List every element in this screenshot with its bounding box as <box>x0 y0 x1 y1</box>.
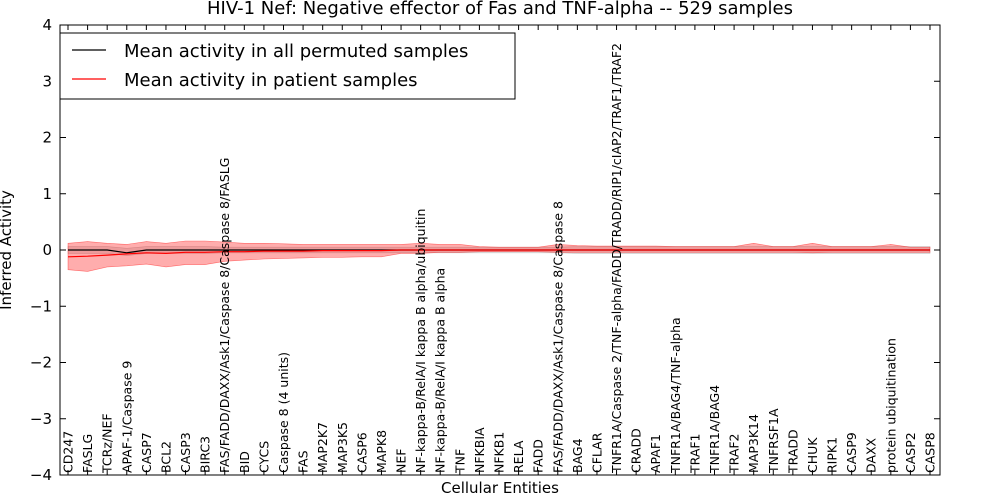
x-category-label: CASP3 <box>178 432 193 473</box>
x-axis-label: Cellular Entities <box>441 479 559 497</box>
x-category-label: TCRz/NEF <box>100 413 115 474</box>
x-category-label: CYCS <box>256 441 271 473</box>
x-category-label: NFKBIA <box>472 427 487 473</box>
x-category-label: CASP9 <box>844 432 859 473</box>
confidence-bands <box>67 240 931 272</box>
x-category-label: MAP2K7 <box>315 422 330 473</box>
series-lines <box>67 249 930 258</box>
x-category-label: FADD <box>531 439 546 473</box>
x-category-label: NFKB1 <box>492 432 507 473</box>
x-category-label: FAS <box>296 450 311 473</box>
x-category-label: CFLAR <box>590 432 605 473</box>
y-tick-label: −1 <box>30 297 52 315</box>
legend: Mean activity in all permuted samples Me… <box>59 32 516 100</box>
x-category-label: NF-kappa-B/RelA/I kappa B alpha <box>433 268 448 473</box>
x-category-label: TNF <box>452 449 467 474</box>
x-category-label: FAS/FADD/DAXX/Ask1/Caspase 8/Caspase 8 <box>550 201 565 473</box>
y-axis: −4 −3 −2 −1 0 1 2 3 4 <box>30 16 940 484</box>
x-category-label: CASP7 <box>139 432 154 473</box>
x-category-label: TRAF1 <box>687 433 702 474</box>
x-category-label: MAP3K5 <box>335 422 350 473</box>
x-category-label: DAXX <box>864 437 879 473</box>
legend-label-permuted: Mean activity in all permuted samples <box>124 41 468 62</box>
line-series-1 <box>67 249 930 258</box>
x-category-label: CHUK <box>805 437 820 473</box>
legend-box <box>59 32 516 100</box>
x-category-label: TRAF2 <box>727 433 742 474</box>
x-category-label: CASP6 <box>354 432 369 473</box>
x-category-label: CD247 <box>61 431 76 473</box>
band-series-1 <box>67 240 931 272</box>
x-category-label: protein ubiquitination <box>883 338 898 473</box>
x-category-label: MAPK8 <box>374 430 389 473</box>
y-tick-label: −3 <box>30 410 52 428</box>
x-category-label: FASLG <box>80 434 95 473</box>
x-category-label: RELA <box>511 440 526 473</box>
x-category-label: CASP2 <box>903 432 918 473</box>
x-category-label: TNFR1A/Caspase 2/TNF-alpha/FADD/TRADD/RI… <box>609 43 624 474</box>
x-category-label: BIRC3 <box>198 436 213 473</box>
y-tick-label: 4 <box>42 16 52 34</box>
x-category-label: CASP8 <box>923 432 938 473</box>
x-axis-categories: CD247 FASLG TCRz/NEF APAF-1/Caspase 9 CASP7 B… <box>61 25 938 475</box>
x-category-label: FAS/FADD/DAXX/Ask1/Caspase 8/Caspase 8/F… <box>217 158 232 473</box>
y-tick-label: 2 <box>42 129 52 147</box>
x-category-label: TNFR1A/BAG4 <box>707 385 722 474</box>
y-tick-label: 1 <box>42 185 52 203</box>
x-category-label: CRADD <box>629 428 644 473</box>
x-category-label: NEF <box>394 449 409 473</box>
x-category-label: TRADD <box>785 429 800 474</box>
x-category-label: RIPK1 <box>825 437 840 473</box>
x-category-label: MAP3K14 <box>746 414 761 473</box>
y-tick-label: −2 <box>30 354 52 372</box>
x-category-label: NF-kappa-B/RelA/I kappa B alpha/ubiquiti… <box>413 209 428 473</box>
x-category-label: APAF-1/Caspase 9 <box>119 361 134 473</box>
x-category-label: Caspase 8 (4 units) <box>276 352 291 473</box>
x-category-label: BAG4 <box>570 438 585 473</box>
legend-label-patient: Mean activity in patient samples <box>124 70 418 91</box>
y-axis-label: Inferred Activity <box>0 190 15 310</box>
x-category-label: TNFRSF1A <box>766 408 781 474</box>
x-category-label: BID <box>237 451 252 473</box>
band-series-0 <box>67 246 931 256</box>
y-tick-label: −4 <box>30 466 52 484</box>
chart-title: HIV-1 Nef: Negative effector of Fas and … <box>207 0 793 19</box>
y-tick-label: 0 <box>42 241 52 259</box>
x-category-label: APAF1 <box>648 434 663 473</box>
x-category-label: BCL2 <box>159 441 174 473</box>
y-tick-label: 3 <box>42 72 52 90</box>
x-category-label: TNFR1A/BAG4/TNF-alpha <box>668 317 683 474</box>
